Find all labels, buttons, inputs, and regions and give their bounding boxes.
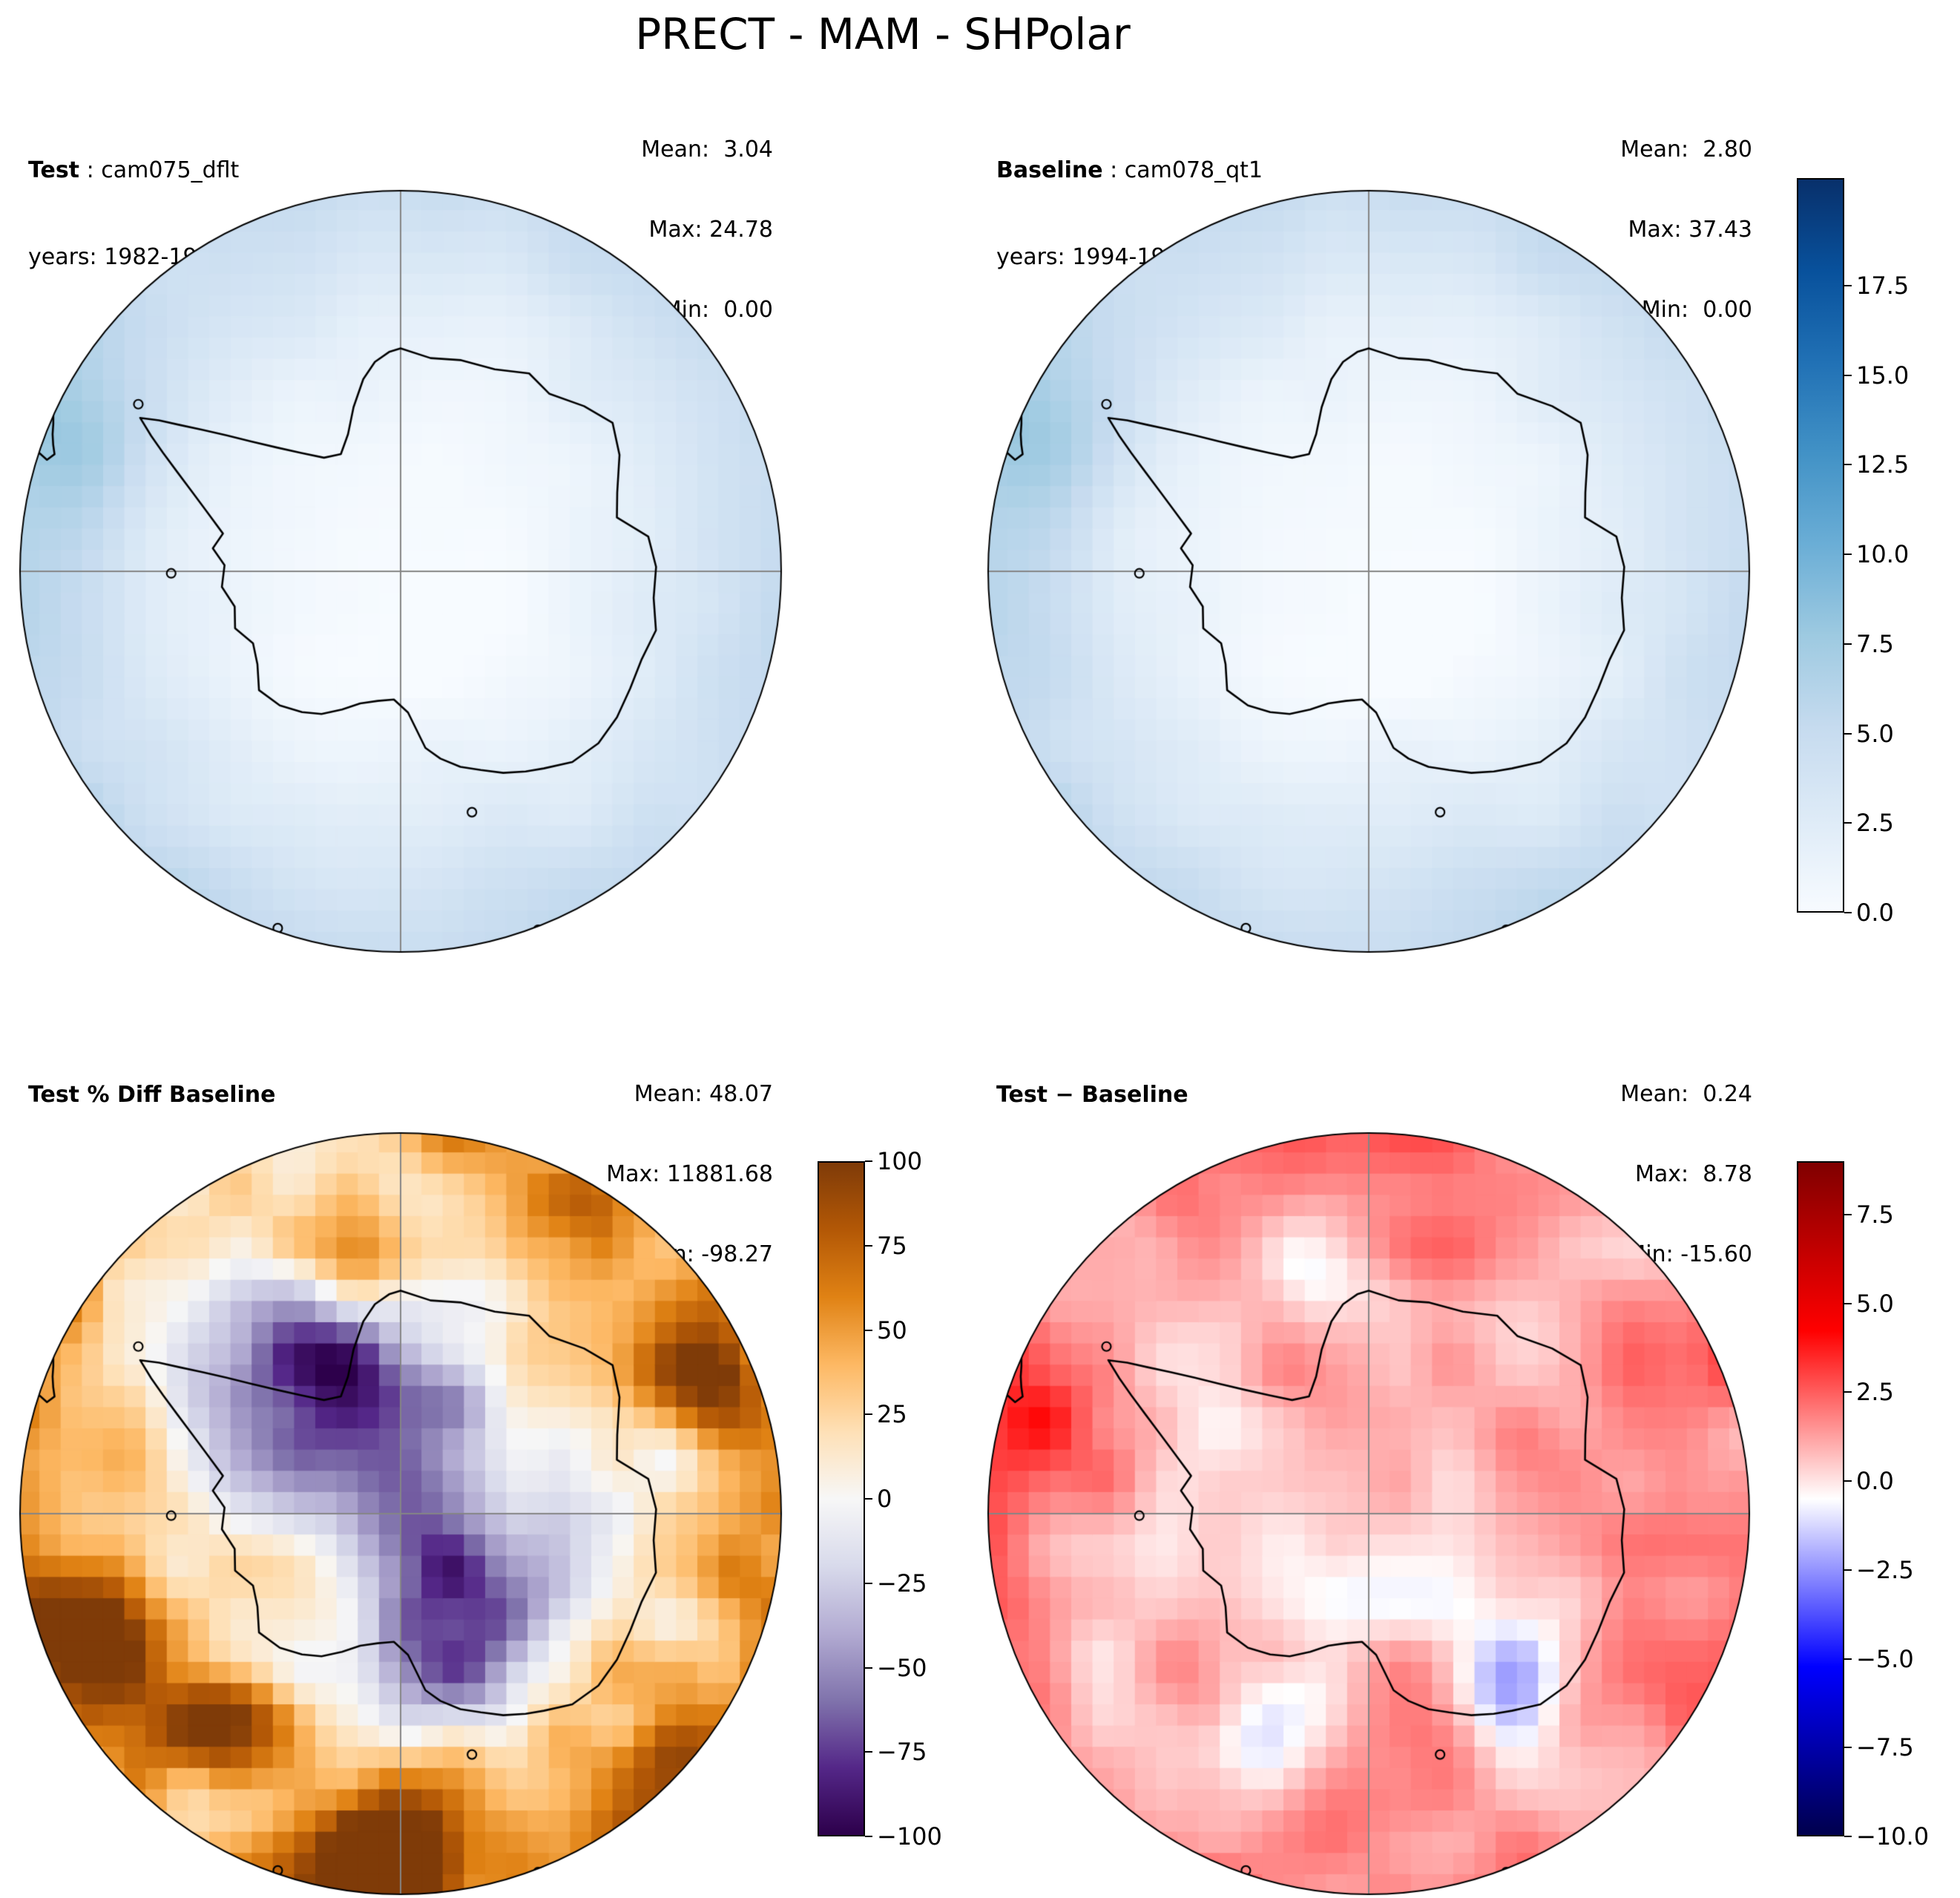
- colorbar-tick: [1844, 822, 1852, 824]
- panel-test-label-bold: Test: [28, 157, 80, 183]
- colorbar-tick-label: 0: [877, 1485, 892, 1513]
- colorbar-tick: [865, 1244, 872, 1247]
- panel-test-label: Test : cam075_dflt: [28, 156, 239, 185]
- colorbar-diff: [1797, 1161, 1844, 1836]
- colorbar-tick-label: −75: [877, 1738, 927, 1767]
- colorbar-tick-label: 25: [877, 1400, 907, 1429]
- panel-test-label-rest: : cam075_dflt: [79, 157, 240, 183]
- colorbar-tick: [865, 1582, 872, 1584]
- panel-baseline-label-rest: : cam078_qt1: [1102, 157, 1263, 183]
- colorbar-tick: [1844, 464, 1852, 466]
- map-baseline-canvas: [987, 189, 1751, 953]
- colorbar-tick-label: 50: [877, 1316, 907, 1344]
- colorbar-top-row: [1797, 178, 1844, 913]
- stat-mean: Mean: 3.04: [641, 137, 773, 162]
- colorbar-tick-label: −10.0: [1856, 1822, 1930, 1851]
- colorbar-tick: [865, 1413, 872, 1416]
- colorbar-tick-label: −7.5: [1856, 1733, 1914, 1762]
- colorbar-tick-label: 15.0: [1856, 361, 1910, 390]
- colorbar-tick: [865, 1329, 872, 1331]
- map-pct-diff-canvas: [19, 1132, 783, 1896]
- stat-mean: Mean: 2.80: [1620, 137, 1752, 162]
- stat-mean: Mean: 48.07: [634, 1081, 773, 1107]
- colorbar-tick: [865, 1160, 872, 1162]
- colorbar-tick-label: 2.5: [1856, 809, 1894, 838]
- colorbar-tick-label: 0.0: [1856, 899, 1894, 927]
- colorbar-tick-label: −100: [877, 1822, 942, 1851]
- colorbar-tick: [865, 1498, 872, 1500]
- colorbar-tick: [1844, 732, 1852, 735]
- colorbar-tick-label: 7.5: [1856, 629, 1894, 658]
- colorbar-tick: [1844, 912, 1852, 913]
- colorbar-tick: [1844, 1302, 1852, 1304]
- colorbar-pct-diff: [818, 1161, 865, 1836]
- colorbar-tick: [1844, 284, 1852, 286]
- colorbar-tick-label: 2.5: [1856, 1378, 1894, 1407]
- colorbar-tick-label: 0.0: [1856, 1467, 1894, 1496]
- colorbar-tick-label: 17.5: [1856, 271, 1910, 300]
- colorbar-tick-label: −2.5: [1856, 1555, 1914, 1584]
- panel-pct-diff-label: Test % Diff Baseline: [28, 1082, 276, 1108]
- colorbar-tick: [1844, 1480, 1852, 1482]
- colorbar-tick-label: 5.0: [1856, 1289, 1894, 1318]
- figure-title: PRECT - MAM - SHPolar: [635, 9, 1131, 59]
- panel-baseline-label-bold: Baseline: [996, 157, 1103, 183]
- panel-baseline-label: Baseline : cam078_qt1: [996, 156, 1263, 185]
- colorbar-tick: [1844, 374, 1852, 376]
- colorbar-tick: [1844, 1213, 1852, 1215]
- colorbar-tick: [865, 1836, 872, 1837]
- colorbar-tick: [865, 1667, 872, 1669]
- colorbar-tick-label: −5.0: [1856, 1644, 1914, 1673]
- colorbar-tick-label: 5.0: [1856, 719, 1894, 748]
- colorbar-tick-label: −25: [877, 1569, 927, 1597]
- stat-mean: Mean: 0.24: [1620, 1081, 1752, 1107]
- colorbar-tick-label: 100: [877, 1147, 923, 1175]
- map-test-canvas: [19, 189, 783, 953]
- colorbar-tick-label: 75: [877, 1231, 907, 1260]
- colorbar-tick: [1844, 1747, 1852, 1749]
- colorbar-tick: [1844, 1391, 1852, 1393]
- colorbar-tick: [1844, 643, 1852, 645]
- panel-diff-label: Test − Baseline: [996, 1082, 1188, 1108]
- colorbar-tick-label: −50: [877, 1653, 927, 1682]
- colorbar-tick: [1844, 1569, 1852, 1571]
- colorbar-tick: [1844, 1836, 1852, 1837]
- colorbar-tick-label: 10.0: [1856, 540, 1910, 569]
- map-diff-canvas: [987, 1132, 1751, 1896]
- colorbar-tick: [1844, 554, 1852, 556]
- colorbar-tick: [1844, 1658, 1852, 1660]
- colorbar-tick-label: 12.5: [1856, 450, 1910, 479]
- colorbar-tick: [865, 1751, 872, 1753]
- colorbar-tick-label: 7.5: [1856, 1200, 1894, 1229]
